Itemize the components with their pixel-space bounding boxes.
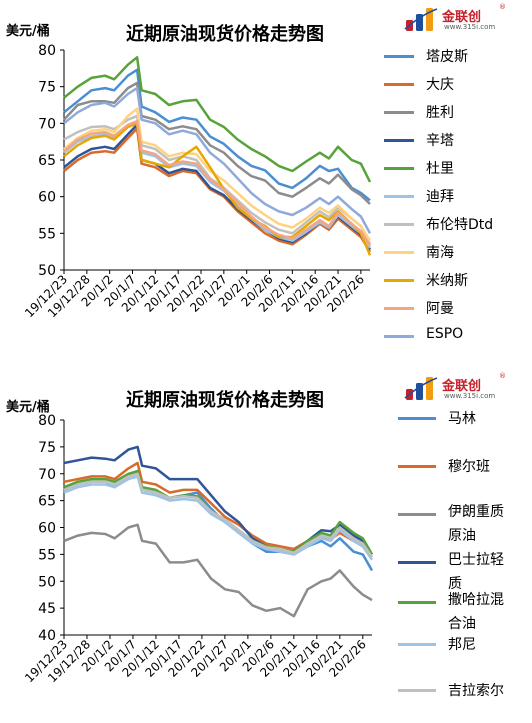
series-line — [63, 119, 372, 247]
logo-site-text: www.315i.com — [444, 392, 496, 400]
legend-label: 阿曼 — [426, 301, 454, 317]
legend-swatch — [384, 83, 414, 86]
legend-label-line: 合油 — [448, 616, 476, 632]
legend-swatch — [398, 513, 436, 516]
legend-swatch — [398, 643, 436, 646]
y-tick-label: 70 — [38, 116, 56, 132]
y-axis-label: 美元/桶 — [6, 400, 50, 415]
series-line — [63, 523, 373, 618]
y-tick-label: 60 — [38, 190, 56, 206]
logo-brand-text: 金联创 — [442, 10, 482, 25]
series-line — [63, 475, 374, 561]
legend-label: 伊朗重质 原油 — [448, 500, 504, 548]
legend-label: 穆尔班 — [448, 459, 490, 475]
chart-panel-crude-2: 美元/桶 近期原油现货价格走势图 金联创 ® www.315i.com 40 45… — [0, 372, 532, 723]
y-tick-label: 55 — [38, 226, 56, 242]
company-logo: 金联创 ® www.315i.com — [404, 3, 514, 37]
chart-title: 近期原油现货价格走势图 — [126, 390, 324, 411]
legend-label: 塔皮斯 — [426, 49, 468, 65]
legend-label: 辛塔 — [426, 133, 454, 149]
legend-label: 南海 — [426, 245, 454, 261]
y-tick-label: 65 — [38, 494, 56, 510]
legend-label: 邦尼 — [448, 637, 476, 653]
legend-label: 吉拉索尔 — [448, 683, 504, 699]
legend-label: 巴士拉轻质 — [448, 548, 504, 596]
legend-swatch — [384, 335, 414, 338]
y-tick-label: 70 — [38, 467, 56, 483]
logo-mark-icon — [404, 8, 438, 31]
legend-swatch — [384, 167, 414, 170]
legend-swatch — [398, 601, 436, 604]
legend-swatch — [384, 111, 414, 114]
company-logo: 金联创 ® www.315i.com — [404, 372, 514, 406]
series-line — [63, 445, 374, 556]
legend-label: 大庆 — [426, 77, 454, 93]
legend-swatch — [384, 251, 414, 254]
y-tick-label: 75 — [38, 80, 56, 96]
legend-label: 马林 — [448, 411, 476, 427]
y-tick-label: 80 — [38, 413, 56, 429]
legend-label-line: 撒哈拉混 — [448, 592, 504, 608]
legend-swatch — [398, 689, 436, 692]
legend-label-line: 巴士拉轻 — [448, 552, 504, 568]
logo-registered-mark: ® — [499, 372, 506, 380]
series-line — [63, 107, 372, 242]
legend-swatch — [398, 465, 436, 468]
legend-swatch — [384, 139, 414, 142]
legend-label-line: 质 — [448, 576, 462, 592]
legend-swatch — [384, 279, 414, 282]
y-tick-label: 65 — [38, 153, 56, 169]
legend-swatch — [398, 561, 436, 564]
y-tick-label: 75 — [38, 440, 56, 456]
chart-panel-crude-1: 美元/桶 近期原油现货价格走势图 金联创 ® www.315i.com 50 55… — [0, 0, 532, 350]
y-tick-label: 55 — [38, 547, 56, 563]
legend-label: 杜里 — [426, 161, 454, 177]
y-tick-label: 80 — [38, 43, 56, 59]
chart-title: 近期原油现货价格走势图 — [126, 24, 324, 45]
y-tick-label: 50 — [38, 263, 56, 279]
y-tick-label: 45 — [38, 601, 56, 617]
legend-label: 迪拜 — [426, 189, 454, 205]
legend-label: 撒哈拉混 合油 — [448, 588, 504, 636]
series-line — [63, 127, 372, 253]
logo-registered-mark: ® — [499, 3, 506, 11]
legend-label: 米纳斯 — [426, 273, 468, 289]
y-tick-label: 40 — [38, 628, 56, 644]
legend-swatch — [384, 195, 414, 198]
series-line — [63, 68, 371, 202]
legend-label-line: 伊朗重质 — [448, 504, 504, 520]
series-line — [63, 122, 372, 256]
legend-swatch — [384, 55, 414, 58]
logo-brand-text: 金联创 — [442, 379, 482, 394]
line-chart-svg: 40455055606570758019/12/2319/12/2820/1/2… — [22, 413, 374, 685]
y-axis-label: 美元/桶 — [6, 24, 50, 39]
legend-label: 胜利 — [426, 105, 454, 121]
series-line — [63, 86, 372, 234]
series-line — [63, 81, 371, 205]
y-tick-label: 60 — [38, 521, 56, 537]
logo-site-text: www.315i.com — [444, 23, 496, 31]
legend-label-line: 原油 — [448, 528, 476, 544]
legend-swatch — [398, 417, 436, 420]
series-line — [63, 472, 374, 558]
line-chart-svg: 5055606570758019/12/2319/12/2820/1/220/1… — [22, 43, 372, 320]
legend-swatch — [384, 307, 414, 310]
series-line — [63, 56, 372, 183]
legend-label: 布伦特Dtd — [426, 217, 494, 233]
legend-swatch — [384, 223, 414, 226]
y-tick-label: 50 — [38, 574, 56, 590]
legend-label: ESPO — [426, 326, 464, 342]
logo-mark-icon — [404, 377, 438, 400]
